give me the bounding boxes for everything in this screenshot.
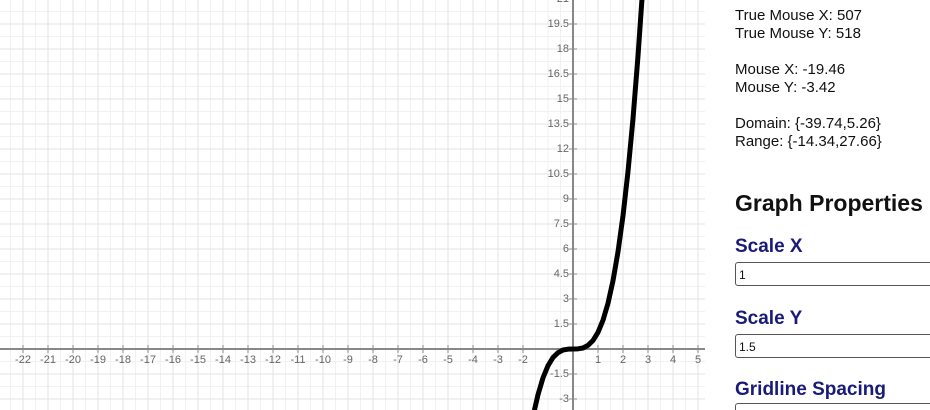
graph-canvas[interactable]: -22 -21 -20 -19 -18 -17 -16 -15 -14 -13 -12 -11 -10-…: [0, 0, 705, 410]
x-tick-label: -10: [315, 354, 331, 366]
x-tick-label: -3: [493, 354, 503, 366]
x-tick-label: -7: [393, 354, 403, 366]
true-mouse-y: True Mouse Y: 518: [735, 25, 861, 42]
x-tick-label: -8: [368, 354, 378, 366]
function-curve: [532, 0, 645, 410]
x-tick-label: -2: [518, 354, 528, 366]
x-tick-label: 4: [670, 354, 676, 366]
y-tick-label: 12: [557, 143, 569, 155]
y-tick-label: 9: [563, 193, 569, 205]
y-tick-label: 15: [557, 93, 569, 105]
y-tick-label: 16.5: [548, 68, 569, 80]
x-tick-label: -22: [15, 354, 31, 366]
x-tick-label: -18: [115, 354, 131, 366]
x-tick-label: -4: [468, 354, 478, 366]
mouse-x: Mouse X: -19.46: [735, 61, 846, 78]
x-tick-label: -16: [165, 354, 181, 366]
x-tick-label: 3: [645, 354, 651, 366]
y-tick-label: 6: [563, 243, 569, 255]
x-tick-label: -21: [40, 354, 56, 366]
side-panel: True Mouse X: 507 True Mouse Y: 518 Mous…: [735, 0, 930, 410]
y-tick-label: 19.5: [548, 18, 569, 30]
x-tick-label: -15: [190, 354, 206, 366]
scale-x-label: Scale X: [735, 236, 803, 257]
y-tick-label: 21: [557, 0, 569, 5]
x-tick-label: -6: [418, 354, 428, 366]
scale-y-input[interactable]: 1.5: [735, 334, 930, 358]
x-tick-label: -5: [443, 354, 453, 366]
y-tick-label: 4.5: [554, 268, 569, 280]
x-tick-label: -19: [90, 354, 106, 366]
range: Range: {-14.34,27.66}: [735, 133, 882, 150]
y-tick-label: -1.5: [550, 368, 569, 380]
gridline-label: Gridline Spacing: [735, 379, 886, 400]
scale-y-label: Scale Y: [735, 308, 803, 329]
mouse-y: Mouse Y: -3.42: [735, 79, 836, 96]
x-tick-label: -9: [343, 354, 353, 366]
y-tick-label: 10.5: [548, 168, 569, 180]
x-tick-label: 5: [695, 354, 701, 366]
y-tick-label: 3: [563, 293, 569, 305]
true-mouse-x: True Mouse X: 507: [735, 7, 863, 24]
x-tick-label: 2: [620, 354, 626, 366]
x-tick-label: -14: [215, 354, 231, 366]
y-tick-label: 7.5: [554, 218, 569, 230]
y-tick-label: 18: [557, 43, 569, 55]
x-tick-label: 1: [595, 354, 601, 366]
properties-title: Graph Properties: [735, 190, 923, 216]
x-tick-label: -17: [140, 354, 156, 366]
x-tick-label: -13: [240, 354, 256, 366]
x-tick-label: -20: [65, 354, 81, 366]
y-tick-label: 13.5: [548, 118, 569, 130]
y-tick-label: 1.5: [554, 318, 569, 330]
x-tick-label: -11: [290, 354, 305, 366]
y-tick-label: -3: [559, 393, 569, 405]
domain: Domain: {-39.74,5.26}: [735, 115, 881, 132]
x-tick-label: -12: [265, 354, 281, 366]
scale-x-input[interactable]: 1: [735, 262, 930, 286]
gridline-input[interactable]: [735, 403, 930, 410]
